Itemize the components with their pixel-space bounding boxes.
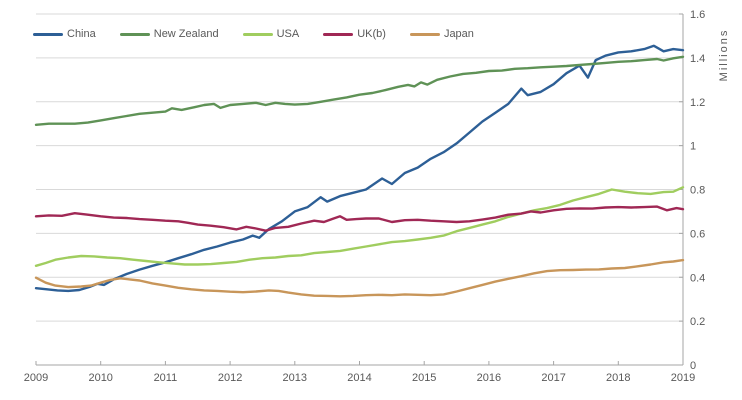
y-tick-label: 1.6 xyxy=(690,9,705,21)
legend-item-uk-b[interactable]: UK(b) xyxy=(323,28,386,40)
legend-label-uk-b: UK(b) xyxy=(357,28,386,40)
x-tick-label: 2018 xyxy=(606,372,630,384)
series-line-usa xyxy=(34,186,685,267)
legend-item-china[interactable]: China xyxy=(33,28,96,40)
legend-label-usa: USA xyxy=(276,28,300,40)
series-line-uk-b xyxy=(34,205,685,232)
gridlines xyxy=(36,13,683,322)
legend-label-japan: Japan xyxy=(443,28,474,40)
x-tick-label: 2010 xyxy=(88,372,112,384)
x-tick-label: 2011 xyxy=(154,372,178,384)
y-tick-label: 1 xyxy=(690,141,696,153)
legend-label-new-zealand: New Zealand xyxy=(153,28,219,40)
x-tick-label: 2016 xyxy=(477,372,501,384)
axes xyxy=(35,13,684,366)
legend-swatch-uk-b xyxy=(323,32,354,36)
y-tick-label: 0.8 xyxy=(690,185,705,197)
x-tick-label: 2014 xyxy=(347,372,371,384)
series-line-new-zealand xyxy=(34,55,685,126)
y-tick-label: 1.2 xyxy=(690,97,705,109)
legend-item-japan[interactable]: Japan xyxy=(409,28,474,40)
series-line-japan xyxy=(34,258,685,298)
legend-swatch-japan xyxy=(409,32,440,36)
legend-item-new-zealand[interactable]: New Zealand xyxy=(119,28,219,40)
x-tick-label: 2015 xyxy=(412,372,436,384)
y-tick-label: 0.2 xyxy=(690,316,705,328)
x-tick-label: 2013 xyxy=(283,372,307,384)
x-tick-label: 2019 xyxy=(671,372,695,384)
x-tick-label: 2009 xyxy=(24,372,48,384)
legend-label-china: China xyxy=(67,28,96,40)
series-line-china xyxy=(34,44,685,293)
x-tick-label: 2012 xyxy=(218,372,242,384)
axis-labels: 2009 2010 2011 2012 2013 2014 2015 2016 2017 2018… xyxy=(24,9,706,384)
x-tick-label: 2017 xyxy=(541,372,565,384)
y-axis-title: Millions xyxy=(718,29,730,82)
legend: China New Zealand USA UK(b) Japan xyxy=(33,28,498,40)
legend-item-usa[interactable]: USA xyxy=(242,28,300,40)
y-tick-label: 1.4 xyxy=(690,53,705,65)
y-tick-label: 0.6 xyxy=(690,228,705,240)
y-tick-label: 0 xyxy=(690,360,696,372)
legend-swatch-usa xyxy=(242,32,273,36)
legend-swatch-new-zealand xyxy=(119,32,150,36)
legend-swatch-china xyxy=(33,32,63,36)
series-lines xyxy=(34,44,685,298)
y-tick-label: 0.4 xyxy=(690,272,705,284)
